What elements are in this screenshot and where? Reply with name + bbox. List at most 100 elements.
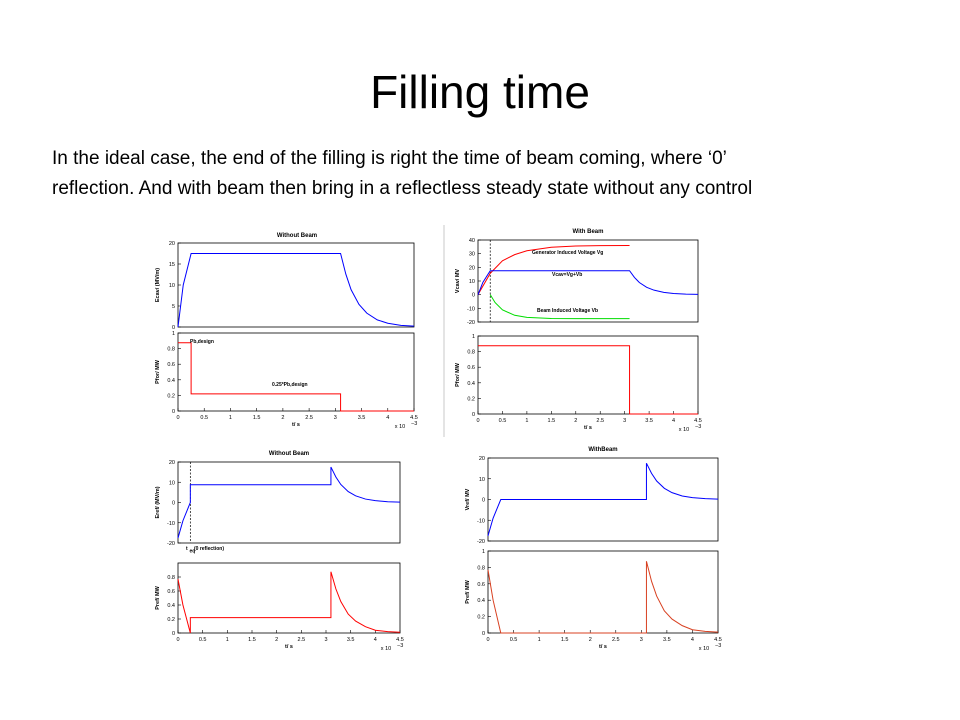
y-tick-label: 0 xyxy=(172,409,175,415)
x-scale-exponent: −3 xyxy=(411,421,417,427)
y-axis-label: Vcav/ MV xyxy=(455,269,461,293)
y-tick-label: 0 xyxy=(172,501,175,507)
x-scale-base: x 10 xyxy=(679,427,689,433)
x-tick-label: 3 xyxy=(324,637,327,643)
y-tick-label: 0.6 xyxy=(167,589,175,595)
x-tick-label: 2.5 xyxy=(612,637,620,643)
y-axis-label: Pfor/ MW xyxy=(155,359,161,384)
body-text: reflection. And with beam then bring in … xyxy=(52,178,752,199)
y-axis-label: Pref/ MW xyxy=(155,585,161,609)
y-tick-label: 0.8 xyxy=(167,347,175,353)
annotation: Pb,design xyxy=(190,339,214,345)
x-tick-label: 2 xyxy=(574,418,577,424)
x-tick-label: 4.5 xyxy=(694,418,702,424)
data-line xyxy=(487,561,719,634)
x-scale-base: x 10 xyxy=(381,646,391,652)
data-line xyxy=(177,253,415,328)
x-tick-label: 2 xyxy=(281,415,284,421)
y-tick-label: -20 xyxy=(477,539,485,545)
chart-title: WithBeam xyxy=(588,447,617,453)
annotation: t xyxy=(186,546,188,552)
x-tick-label: 0.5 xyxy=(199,637,207,643)
slide-title: Filling time xyxy=(370,66,590,118)
y-tick-label: 0 xyxy=(472,293,475,299)
data-line xyxy=(477,244,630,295)
data-line xyxy=(487,462,719,536)
y-tick-label: 0 xyxy=(472,412,475,418)
data-line xyxy=(177,571,401,634)
x-tick-label: 2 xyxy=(275,637,278,643)
y-tick-label: 20 xyxy=(169,241,175,247)
annotation: Vcav=Vg+Vb xyxy=(552,272,582,278)
data-line xyxy=(478,345,698,415)
annotation: (0 reflection) xyxy=(194,546,224,552)
y-tick-label: 0.6 xyxy=(167,362,175,368)
y-tick-label: 0.4 xyxy=(167,603,175,609)
x-axis-label: t/ s xyxy=(584,425,592,431)
y-tick-label: 0.2 xyxy=(167,617,175,623)
x-scale-exponent: −3 xyxy=(695,424,701,430)
y-tick-label: 1 xyxy=(482,549,485,555)
body-text: In the ideal case, the end of the fillin… xyxy=(52,148,727,169)
y-axis-label: Vref/ MV xyxy=(465,488,471,510)
x-tick-label: 3.5 xyxy=(663,637,671,643)
x-tick-label: 4 xyxy=(386,415,389,421)
x-tick-label: 0.5 xyxy=(510,637,518,643)
x-tick-label: 3.5 xyxy=(347,637,355,643)
y-tick-label: 1 xyxy=(472,334,475,340)
annotation: Generator Induced Voltage Vg xyxy=(532,250,603,256)
y-axis-label: Pfor/ MW xyxy=(455,362,461,387)
y-tick-label: 5 xyxy=(172,304,175,310)
x-scale-base: x 10 xyxy=(699,646,709,652)
y-tick-label: 15 xyxy=(169,262,175,268)
x-tick-label: 3.5 xyxy=(645,418,653,424)
annotation: Beam Induced Voltage Vb xyxy=(537,308,598,314)
x-tick-label: 1.5 xyxy=(548,418,556,424)
x-tick-label: 0 xyxy=(176,637,179,643)
x-tick-label: 2.5 xyxy=(298,637,306,643)
x-tick-label: 2.5 xyxy=(596,418,604,424)
y-tick-label: 40 xyxy=(469,238,475,244)
annotation: 0.25*Pb,design xyxy=(272,382,308,388)
x-tick-label: 0.5 xyxy=(200,415,208,421)
x-tick-label: 1.5 xyxy=(561,637,569,643)
y-tick-label: -10 xyxy=(167,521,175,527)
y-tick-label: 20 xyxy=(479,456,485,462)
x-tick-label: 4.5 xyxy=(410,415,418,421)
x-tick-label: 3 xyxy=(334,415,337,421)
x-tick-label: 4 xyxy=(374,637,377,643)
chart-title: Without Beam xyxy=(269,451,309,457)
x-tick-label: 4.5 xyxy=(396,637,404,643)
x-tick-label: 1 xyxy=(538,637,541,643)
y-tick-label: 20 xyxy=(469,265,475,271)
y-tick-label: 0.4 xyxy=(167,378,175,384)
y-tick-label: 1 xyxy=(172,331,175,337)
y-tick-label: -20 xyxy=(167,541,175,547)
y-tick-label: 0 xyxy=(482,498,485,504)
y-axis-label: Ecav/ (MV/m) xyxy=(155,268,161,302)
plot-frame xyxy=(177,332,415,412)
data-line xyxy=(177,466,401,539)
plot-frame xyxy=(177,461,401,544)
x-tick-label: 1 xyxy=(226,637,229,643)
plot-frame xyxy=(487,550,719,634)
y-tick-label: 0.4 xyxy=(467,381,475,387)
x-tick-label: 3 xyxy=(623,418,626,424)
y-tick-label: 0 xyxy=(172,631,175,637)
plot-frame xyxy=(177,562,401,634)
x-tick-label: 0 xyxy=(476,418,479,424)
y-tick-label: 10 xyxy=(479,477,485,483)
data-line xyxy=(489,294,630,320)
data-line xyxy=(477,270,699,295)
x-tick-label: 1 xyxy=(229,415,232,421)
x-tick-label: 0 xyxy=(486,637,489,643)
x-tick-label: 4 xyxy=(691,637,694,643)
y-axis-label: Eref/ (MV/m) xyxy=(155,486,161,518)
y-tick-label: 30 xyxy=(469,252,475,258)
plot-frame xyxy=(477,239,699,323)
y-tick-label: 0.4 xyxy=(477,598,485,604)
y-tick-label: 0.8 xyxy=(477,565,485,571)
y-tick-label: 10 xyxy=(469,279,475,285)
y-tick-label: 0.2 xyxy=(167,393,175,399)
